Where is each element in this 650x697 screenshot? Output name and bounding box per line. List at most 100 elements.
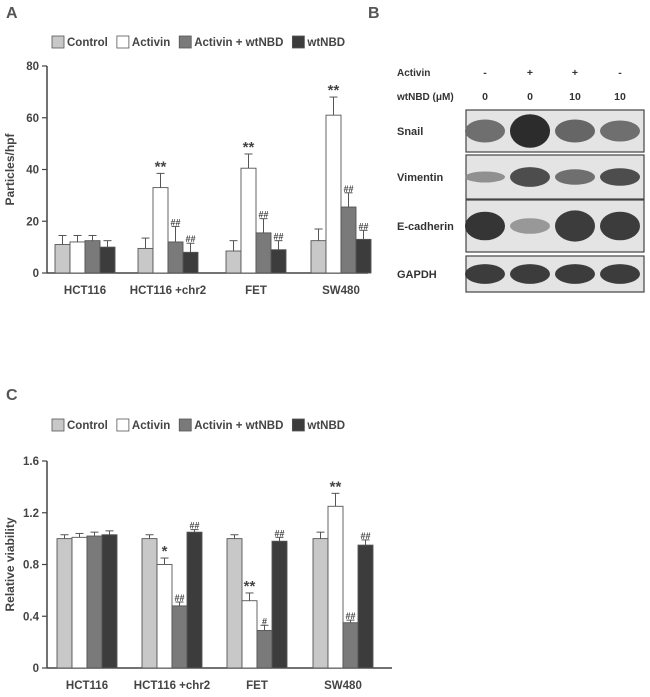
western-blot: Activin - + + - wtNBD (μM) 0 0 10 10 Snail Vimentin…: [396, 67, 645, 293]
bar-activin: [240, 167, 257, 274]
y-tick-label: 40: [26, 165, 39, 177]
blot-band: [600, 168, 640, 186]
chart-a: Control Activin Activin + wtNBD wtNBD 0 20 40 6…: [3, 35, 372, 297]
legend-swatch-3: [291, 418, 305, 432]
y-tick-label: 60: [26, 113, 39, 125]
bar-control: [137, 247, 154, 274]
bar-activin-wtnbd: [84, 240, 101, 274]
significance-marker: ##: [185, 234, 195, 244]
bar-activin-wtnbd: [86, 535, 103, 669]
bar-activin-wtnbd: [167, 241, 184, 274]
significance-marker: #: [262, 616, 267, 626]
blot-header-value: 10: [569, 91, 581, 103]
chart-c: Control Activin Activin + wtNBD wtNBD 0 0.4 0.…: [3, 418, 392, 692]
significance-marker: ##: [174, 593, 184, 603]
x-tick-label: HCT116 +chr2: [130, 285, 206, 297]
blot-header-label: Activin: [397, 68, 430, 79]
y-axis-label: Relative viability: [3, 517, 17, 611]
bar-wtnbd: [182, 251, 199, 274]
significance-marker: ##: [189, 521, 199, 531]
legend-label-2: Activin + wtNBD: [194, 37, 283, 49]
blot-band: [510, 264, 550, 284]
legend-label-3: wtNBD: [306, 420, 345, 432]
significance-marker: **: [244, 578, 256, 595]
x-tick-label: HCT116: [64, 285, 106, 297]
blot-band: [600, 211, 640, 241]
y-tick-label: 0: [33, 268, 39, 280]
blot-band: [555, 169, 595, 185]
legend-label-3: wtNBD: [306, 37, 345, 49]
blot-row-label: Vimentin: [397, 172, 444, 184]
bar-control: [312, 538, 329, 669]
blot-header-value: 0: [482, 91, 488, 103]
bar-activin-wtnbd: [342, 622, 359, 669]
legend-label-2: Activin + wtNBD: [194, 420, 283, 432]
blot-band: [510, 114, 550, 148]
bar-control: [310, 240, 327, 274]
significance-marker: **: [155, 158, 167, 175]
x-tick-label: HCT116: [66, 680, 108, 692]
blot-band: [510, 167, 550, 187]
blot-header-value: 0: [527, 91, 533, 103]
y-tick-label: 1.6: [23, 456, 39, 468]
bar-wtnbd: [101, 534, 118, 669]
bar-wtnbd: [355, 238, 372, 274]
blot-band: [600, 264, 640, 284]
blot-band: [465, 211, 505, 241]
blot-band: [600, 120, 640, 142]
y-tick-label: 20: [26, 216, 39, 228]
bar-activin: [325, 114, 342, 274]
y-tick-label: 1.2: [23, 508, 39, 520]
x-tick-label: SW480: [324, 680, 362, 692]
bar-wtnbd: [357, 544, 374, 669]
blot-band: [555, 210, 595, 242]
blot-header-value: +: [572, 67, 578, 79]
blot-band: [510, 218, 550, 234]
significance-marker: ##: [274, 528, 284, 538]
legend-label-0: Control: [67, 37, 108, 49]
legend-label-1: Activin: [132, 37, 170, 49]
x-tick-label: SW480: [322, 285, 360, 297]
panel-a-label: A: [6, 5, 18, 22]
significance-marker: ##: [360, 531, 370, 541]
significance-marker: ##: [273, 232, 283, 242]
legend-swatch-1: [116, 418, 130, 432]
blot-band: [555, 119, 595, 143]
x-tick-label: FET: [245, 285, 267, 297]
legend-swatch-3: [291, 35, 305, 49]
blot-header-label: wtNBD (μM): [396, 92, 454, 103]
bar-control: [226, 538, 243, 669]
bar-activin-wtnbd: [171, 605, 188, 669]
bar-activin: [241, 600, 258, 669]
bar-wtnbd: [186, 531, 203, 669]
legend-swatch-2: [178, 35, 192, 49]
legend-label-0: Control: [67, 420, 108, 432]
bar-activin-wtnbd: [256, 630, 273, 669]
y-tick-label: 0: [33, 663, 39, 675]
blot-header-value: -: [618, 67, 622, 79]
x-tick-label: FET: [246, 680, 268, 692]
significance-marker: **: [328, 82, 340, 99]
significance-marker: **: [330, 478, 342, 495]
bar-activin-wtnbd: [340, 206, 357, 274]
blot-band: [465, 171, 505, 183]
bar-control: [56, 538, 73, 669]
bar-activin: [71, 536, 88, 669]
bar-control: [141, 538, 158, 669]
bar-wtnbd: [271, 540, 288, 669]
significance-marker: *: [162, 543, 168, 560]
blot-band: [465, 264, 505, 284]
bar-wtnbd: [270, 249, 287, 274]
blot-band: [465, 119, 505, 143]
bar-activin: [327, 505, 344, 669]
significance-marker: **: [243, 139, 255, 156]
panel-c-label: C: [6, 387, 18, 404]
bar-control: [225, 250, 242, 274]
legend-swatch-1: [116, 35, 130, 49]
bar-activin: [156, 564, 173, 669]
bar-activin: [152, 187, 169, 274]
blot-header-value: -: [483, 67, 487, 79]
y-tick-label: 0.4: [23, 611, 40, 623]
bar-activin: [69, 241, 86, 274]
